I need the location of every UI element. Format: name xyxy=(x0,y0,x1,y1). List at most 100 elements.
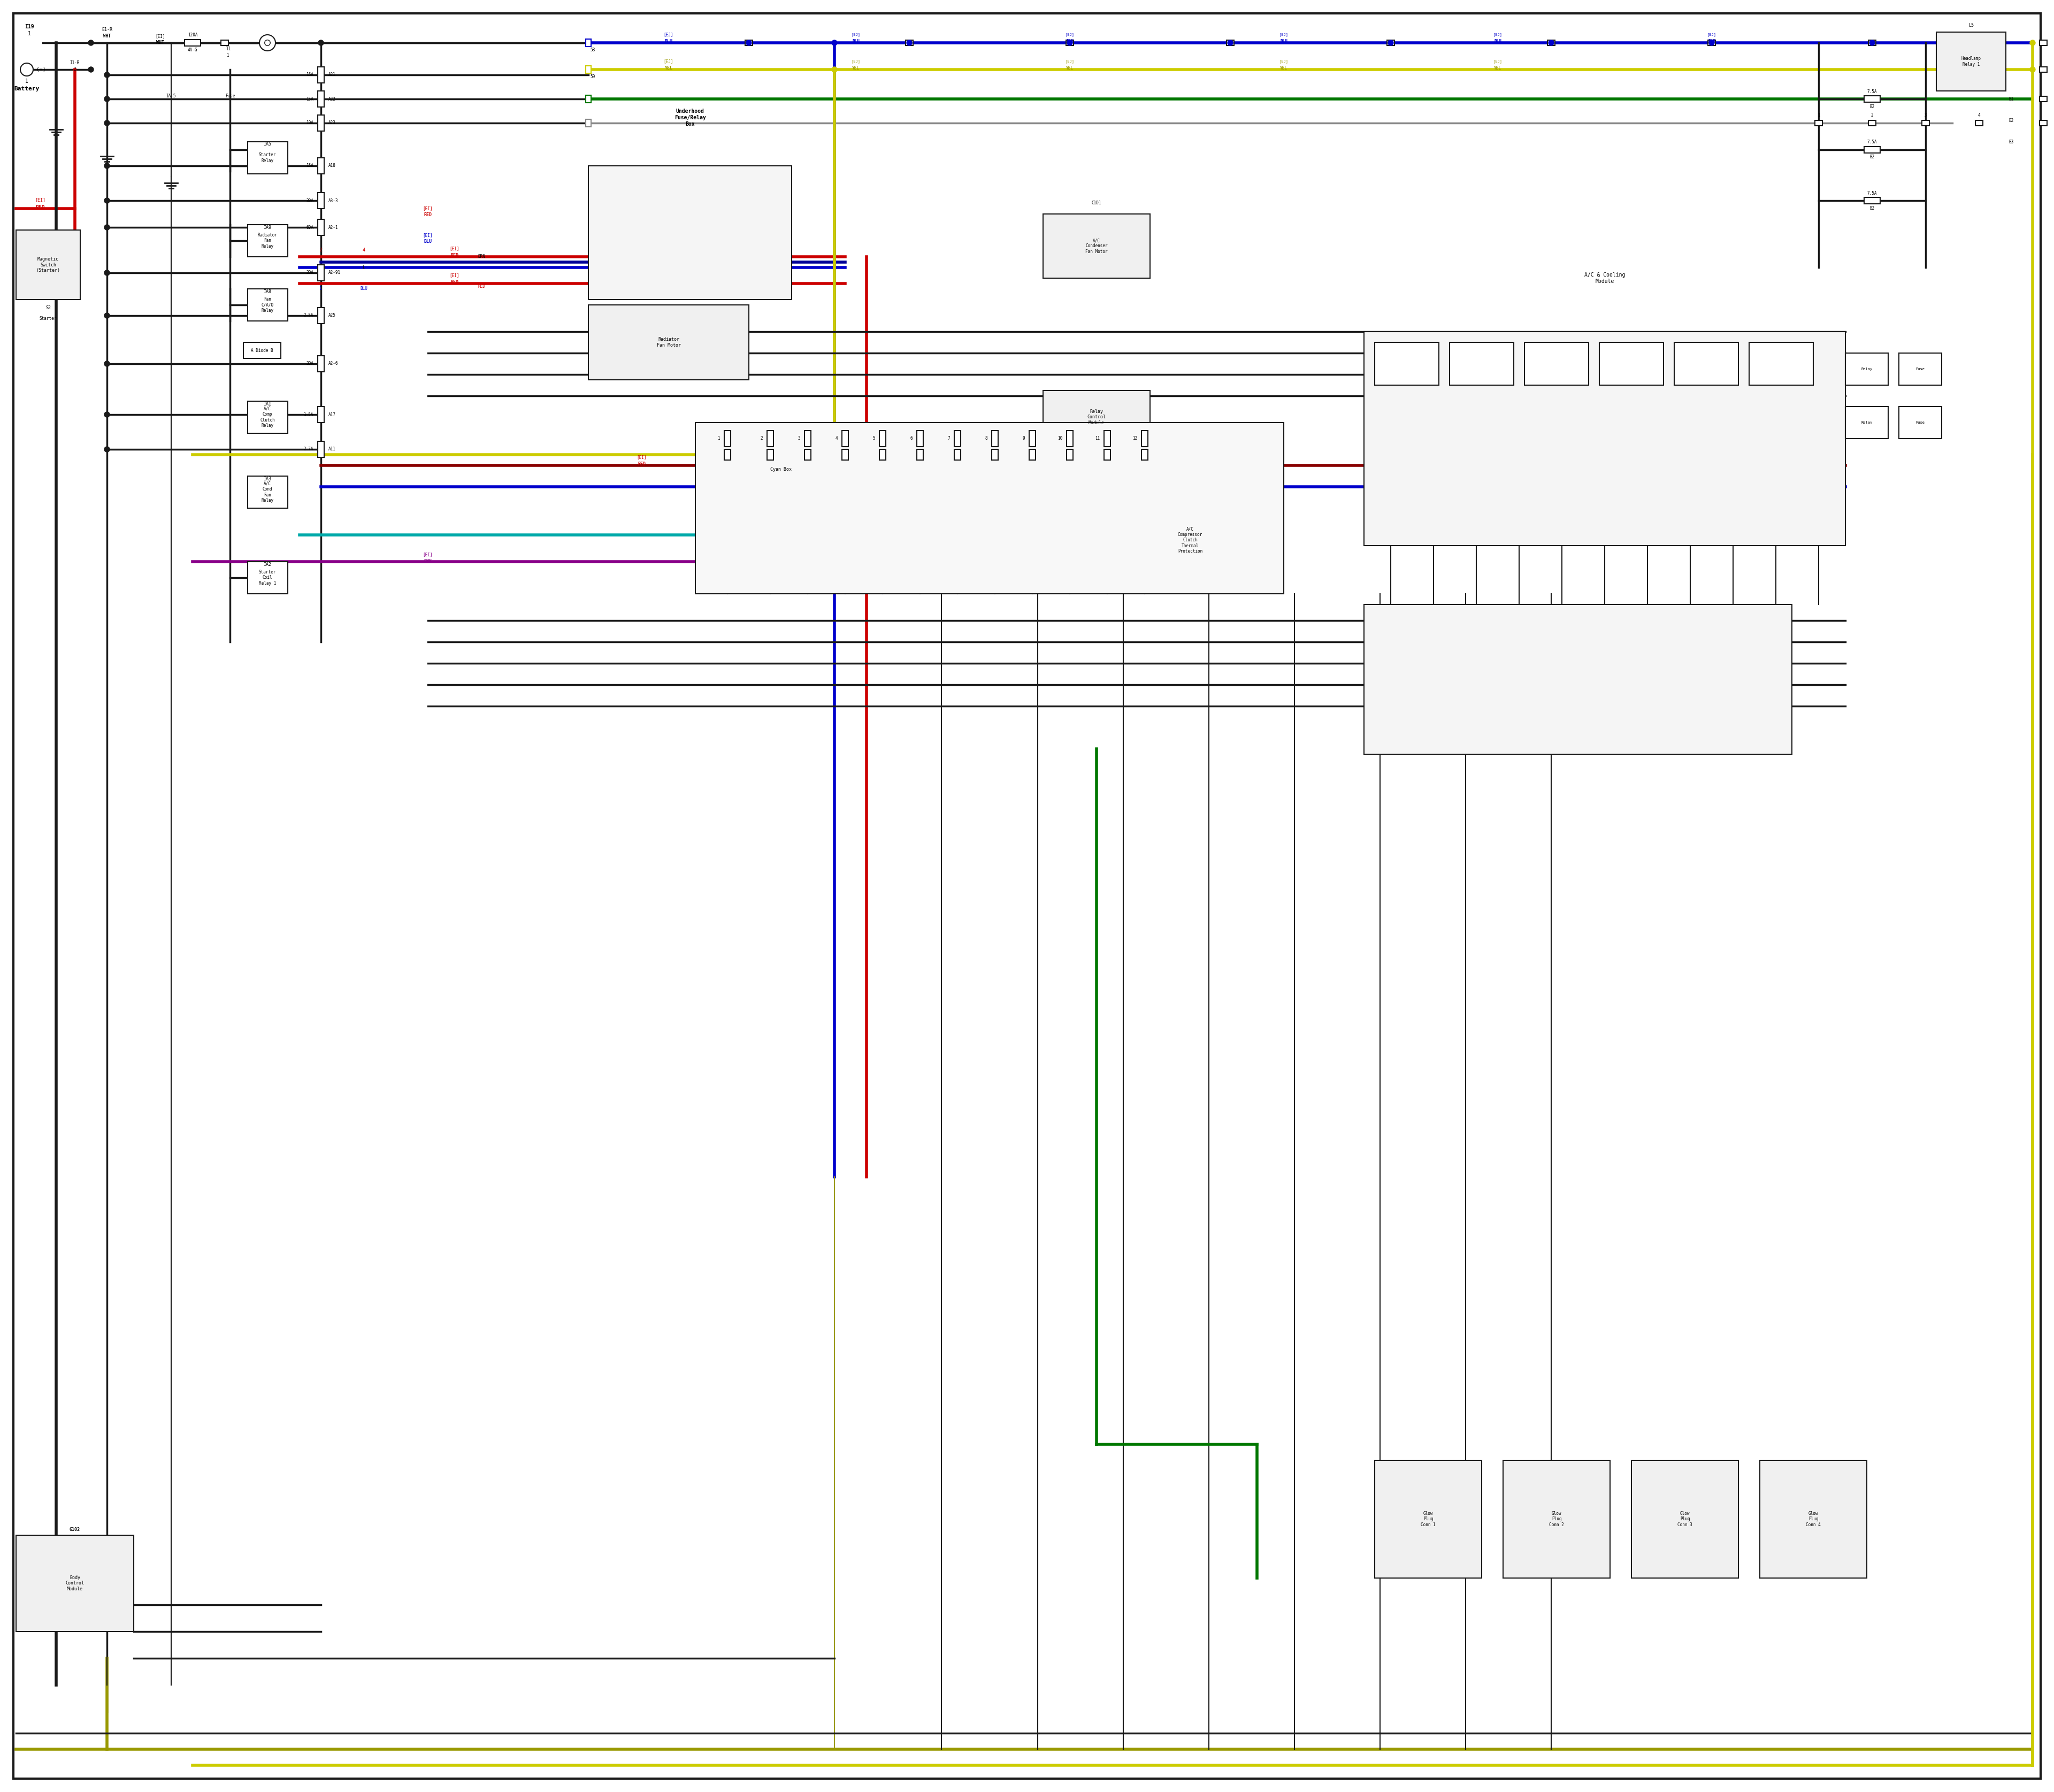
Text: BLU: BLU xyxy=(1493,39,1501,43)
Text: BLU: BLU xyxy=(1280,39,1288,43)
Text: 7: 7 xyxy=(947,435,949,441)
Text: RED: RED xyxy=(639,461,645,466)
Text: 1.5A: 1.5A xyxy=(304,412,314,418)
Text: A/C
Cond
Fan
Relay: A/C Cond Fan Relay xyxy=(261,482,273,504)
Circle shape xyxy=(105,120,109,125)
Bar xyxy=(318,265,325,281)
Bar xyxy=(1750,342,1814,385)
Bar xyxy=(842,430,848,446)
Bar xyxy=(879,450,885,461)
Text: Battery: Battery xyxy=(14,86,39,91)
Text: BLU: BLU xyxy=(359,287,368,292)
Text: B2: B2 xyxy=(1869,104,1875,109)
Bar xyxy=(1898,407,1941,439)
Text: Relay
Control
Module: Relay Control Module xyxy=(1087,409,1105,425)
Text: 1: 1 xyxy=(717,435,721,441)
Bar xyxy=(318,91,325,108)
Text: Headlamp
Relay 1: Headlamp Relay 1 xyxy=(1962,56,1980,66)
Text: YEL: YEL xyxy=(1280,66,1288,70)
Text: YEL: YEL xyxy=(852,66,859,70)
Text: A/C & Cooling
Module: A/C & Cooling Module xyxy=(1584,272,1625,283)
Circle shape xyxy=(832,39,838,45)
Text: 2.7A: 2.7A xyxy=(304,446,314,452)
Text: 5: 5 xyxy=(873,435,875,441)
Circle shape xyxy=(318,39,325,45)
Text: A/C
Condenser
Fan Motor: A/C Condenser Fan Motor xyxy=(1085,238,1107,254)
Bar xyxy=(805,450,811,461)
Bar xyxy=(2040,66,2048,72)
Bar xyxy=(955,430,961,446)
Bar xyxy=(1504,1460,1610,1579)
Bar xyxy=(587,305,750,380)
Text: [EJ]: [EJ] xyxy=(1707,32,1717,36)
Bar xyxy=(1709,39,1715,45)
Bar xyxy=(246,289,288,321)
Circle shape xyxy=(746,39,752,45)
Text: Starter
Relay: Starter Relay xyxy=(259,152,275,163)
Circle shape xyxy=(105,97,109,102)
Text: Fuse: Fuse xyxy=(1916,421,1925,425)
Text: E1-R: E1-R xyxy=(101,27,113,32)
Text: Glow
Plug
Conn 2: Glow Plug Conn 2 xyxy=(1549,1511,1563,1527)
Bar xyxy=(318,357,325,371)
Text: 2: 2 xyxy=(320,247,322,253)
Bar xyxy=(1226,39,1234,45)
Bar xyxy=(842,450,848,461)
Text: RED: RED xyxy=(35,204,45,210)
Bar xyxy=(1124,498,1257,582)
Circle shape xyxy=(88,66,94,72)
Text: 60A: 60A xyxy=(306,226,314,229)
Text: WHT: WHT xyxy=(156,39,164,45)
Bar xyxy=(1869,120,1875,125)
Text: A/C
Comp
Clutch
Relay: A/C Comp Clutch Relay xyxy=(261,407,275,428)
Bar xyxy=(1524,342,1588,385)
Bar xyxy=(1760,1460,1867,1579)
Text: 2: 2 xyxy=(74,66,76,72)
Circle shape xyxy=(105,224,109,229)
Bar xyxy=(1142,450,1148,461)
Bar xyxy=(1043,391,1150,444)
Bar xyxy=(1105,450,1111,461)
Text: 58: 58 xyxy=(589,47,596,52)
Circle shape xyxy=(259,34,275,50)
Text: 15A: 15A xyxy=(306,163,314,168)
Text: Body
Control
Module: Body Control Module xyxy=(66,1575,84,1591)
Bar xyxy=(992,450,998,461)
Text: 1: 1 xyxy=(25,79,29,84)
Text: 3: 3 xyxy=(1925,113,1927,118)
Bar xyxy=(2040,97,2048,102)
Text: A22: A22 xyxy=(329,97,337,102)
Circle shape xyxy=(105,197,109,202)
Text: YEL: YEL xyxy=(1493,66,1501,70)
Bar xyxy=(992,430,998,446)
Bar xyxy=(1066,430,1072,446)
Text: (+): (+) xyxy=(37,66,45,72)
Bar xyxy=(2040,39,2048,45)
Text: 59: 59 xyxy=(589,73,596,79)
Text: A21: A21 xyxy=(329,72,337,77)
Text: Radiator
Fan
Relay: Radiator Fan Relay xyxy=(257,233,277,249)
Bar xyxy=(185,39,201,47)
Text: 16A: 16A xyxy=(306,72,314,77)
Text: 30A: 30A xyxy=(306,199,314,202)
Text: G102: G102 xyxy=(70,1527,80,1532)
Bar xyxy=(1364,332,1844,545)
Text: 1: 1 xyxy=(1818,113,1820,118)
Circle shape xyxy=(88,39,94,45)
Bar xyxy=(1105,430,1111,446)
Text: A2-1: A2-1 xyxy=(329,226,339,229)
Bar xyxy=(246,224,288,256)
Bar xyxy=(1937,32,2007,91)
Circle shape xyxy=(1228,39,1232,45)
Text: Radiator
Fan Motor: Radiator Fan Motor xyxy=(657,337,680,348)
Text: A11: A11 xyxy=(329,446,337,452)
Bar xyxy=(1066,450,1072,461)
Circle shape xyxy=(21,63,33,75)
Text: Relay: Relay xyxy=(1861,421,1873,425)
Text: BLU: BLU xyxy=(1709,39,1715,43)
Text: IA8: IA8 xyxy=(263,289,271,294)
Bar xyxy=(916,450,922,461)
Bar xyxy=(318,66,325,82)
Text: PNK: PNK xyxy=(423,559,431,563)
Text: [EJ]: [EJ] xyxy=(1280,59,1288,63)
